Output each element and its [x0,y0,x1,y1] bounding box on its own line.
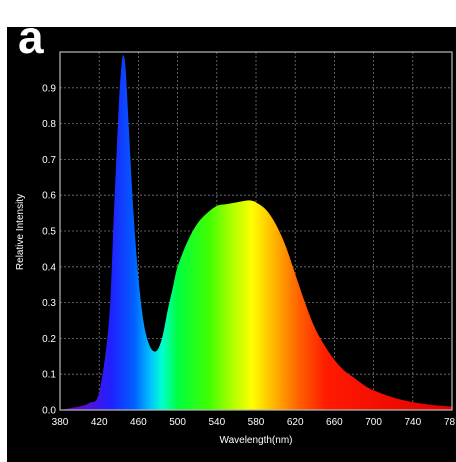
spectrum-area [60,55,452,410]
plot-frame [59,51,453,411]
x-tick-labels: 380 420 460 500 540 580 620 660 700 740 78 [52,417,456,428]
x-tick-label: 700 [365,417,382,428]
x-axis-label: Wavelength(nm) [220,435,293,446]
y-tick-label: 0.4 [42,262,56,273]
y-tick-label: 0.9 [42,83,56,94]
y-tick-label: 0.5 [42,227,56,238]
x-tick-label: 740 [404,417,421,428]
x-tick-label: 460 [130,417,147,428]
x-tick-label: 620 [287,417,304,428]
y-tick-label: 0.6 [42,191,56,202]
y-tick-label: 0.0 [42,406,56,417]
panel-label: a [17,11,45,63]
y-tick-label: 0.1 [42,370,56,381]
x-tick-label: 380 [52,417,69,428]
x-tick-label: 78 [444,417,456,428]
y-tick-label: 0.3 [42,298,56,309]
x-tick-label: 500 [169,417,186,428]
x-tick-label: 420 [91,417,108,428]
y-tick-label: 0.2 [42,334,56,345]
x-tick-label: 660 [326,417,343,428]
y-tick-labels: 0.0 0.1 0.2 0.3 0.4 0.5 0.6 0.7 0.8 0.9 [42,83,56,416]
y-tick-label: 0.8 [42,119,56,130]
y-tick-label: 0.7 [42,155,56,166]
x-tick-label: 540 [208,417,225,428]
x-tick-label: 580 [248,417,265,428]
y-axis-label: Relative Intensity [15,194,26,270]
